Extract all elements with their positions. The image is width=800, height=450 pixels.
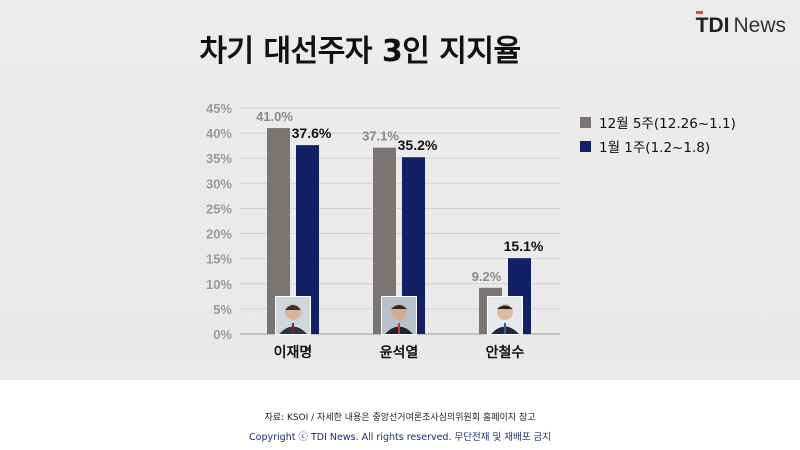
y-tick-label: 5% <box>213 302 232 317</box>
copyright-note: Copyright ⓒ TDI News. All rights reserve… <box>249 432 551 443</box>
footer: 자료: KSOI / 자세한 내용은 중앙선거여론조사심의위원회 홈페이지 참고… <box>0 380 800 450</box>
bar <box>402 157 425 334</box>
x-tick-label: 윤석열 <box>380 344 419 361</box>
legend-label: 1월 1주(1.2~1.8) <box>599 140 711 156</box>
y-tick-label: 0% <box>213 327 232 342</box>
bar <box>373 147 396 334</box>
brand-logo: TDI News <box>695 11 786 38</box>
chart-legend: 12월 5주(12.26~1.1) 1월 1주(1.2~1.8) <box>580 110 736 158</box>
data-label: 9.2% <box>472 269 502 284</box>
y-tick-label: 25% <box>206 201 232 216</box>
brand-logo-word: News <box>733 14 786 37</box>
y-tick-label: 35% <box>206 151 232 166</box>
y-tick-label: 10% <box>206 277 232 292</box>
data-label: 41.0% <box>256 109 293 124</box>
y-tick-label: 30% <box>206 176 232 191</box>
x-tick-label: 이재명 <box>274 344 313 361</box>
x-tick-label: 안철수 <box>486 344 525 361</box>
legend-item: 12월 5주(12.26~1.1) <box>580 110 736 134</box>
candidate-photo-yoon <box>381 296 417 335</box>
data-label: 37.6% <box>292 125 332 141</box>
legend-label: 12월 5주(12.26~1.1) <box>599 116 736 132</box>
brand-logo-mark: TDI <box>695 11 730 37</box>
candidate-photo-ahn <box>487 296 523 335</box>
candidate-photo-lee <box>275 296 311 335</box>
data-label: 35.2% <box>398 137 438 153</box>
legend-swatch <box>580 140 591 152</box>
data-label: 37.1% <box>362 129 399 144</box>
y-tick-label: 40% <box>206 126 232 141</box>
y-tick-label: 20% <box>206 227 232 242</box>
source-note: 자료: KSOI / 자세한 내용은 중앙선거여론조사심의위원회 홈페이지 참고 <box>264 413 536 423</box>
bar <box>267 128 290 334</box>
data-label: 15.1% <box>504 238 544 254</box>
y-tick-label: 45% <box>206 101 232 116</box>
y-tick-label: 15% <box>206 252 232 267</box>
bar <box>296 145 319 334</box>
legend-item: 1월 1주(1.2~1.8) <box>580 134 736 158</box>
chart-title: 차기 대선주자 3인 지지율 <box>199 34 521 69</box>
legend-swatch <box>580 116 591 128</box>
